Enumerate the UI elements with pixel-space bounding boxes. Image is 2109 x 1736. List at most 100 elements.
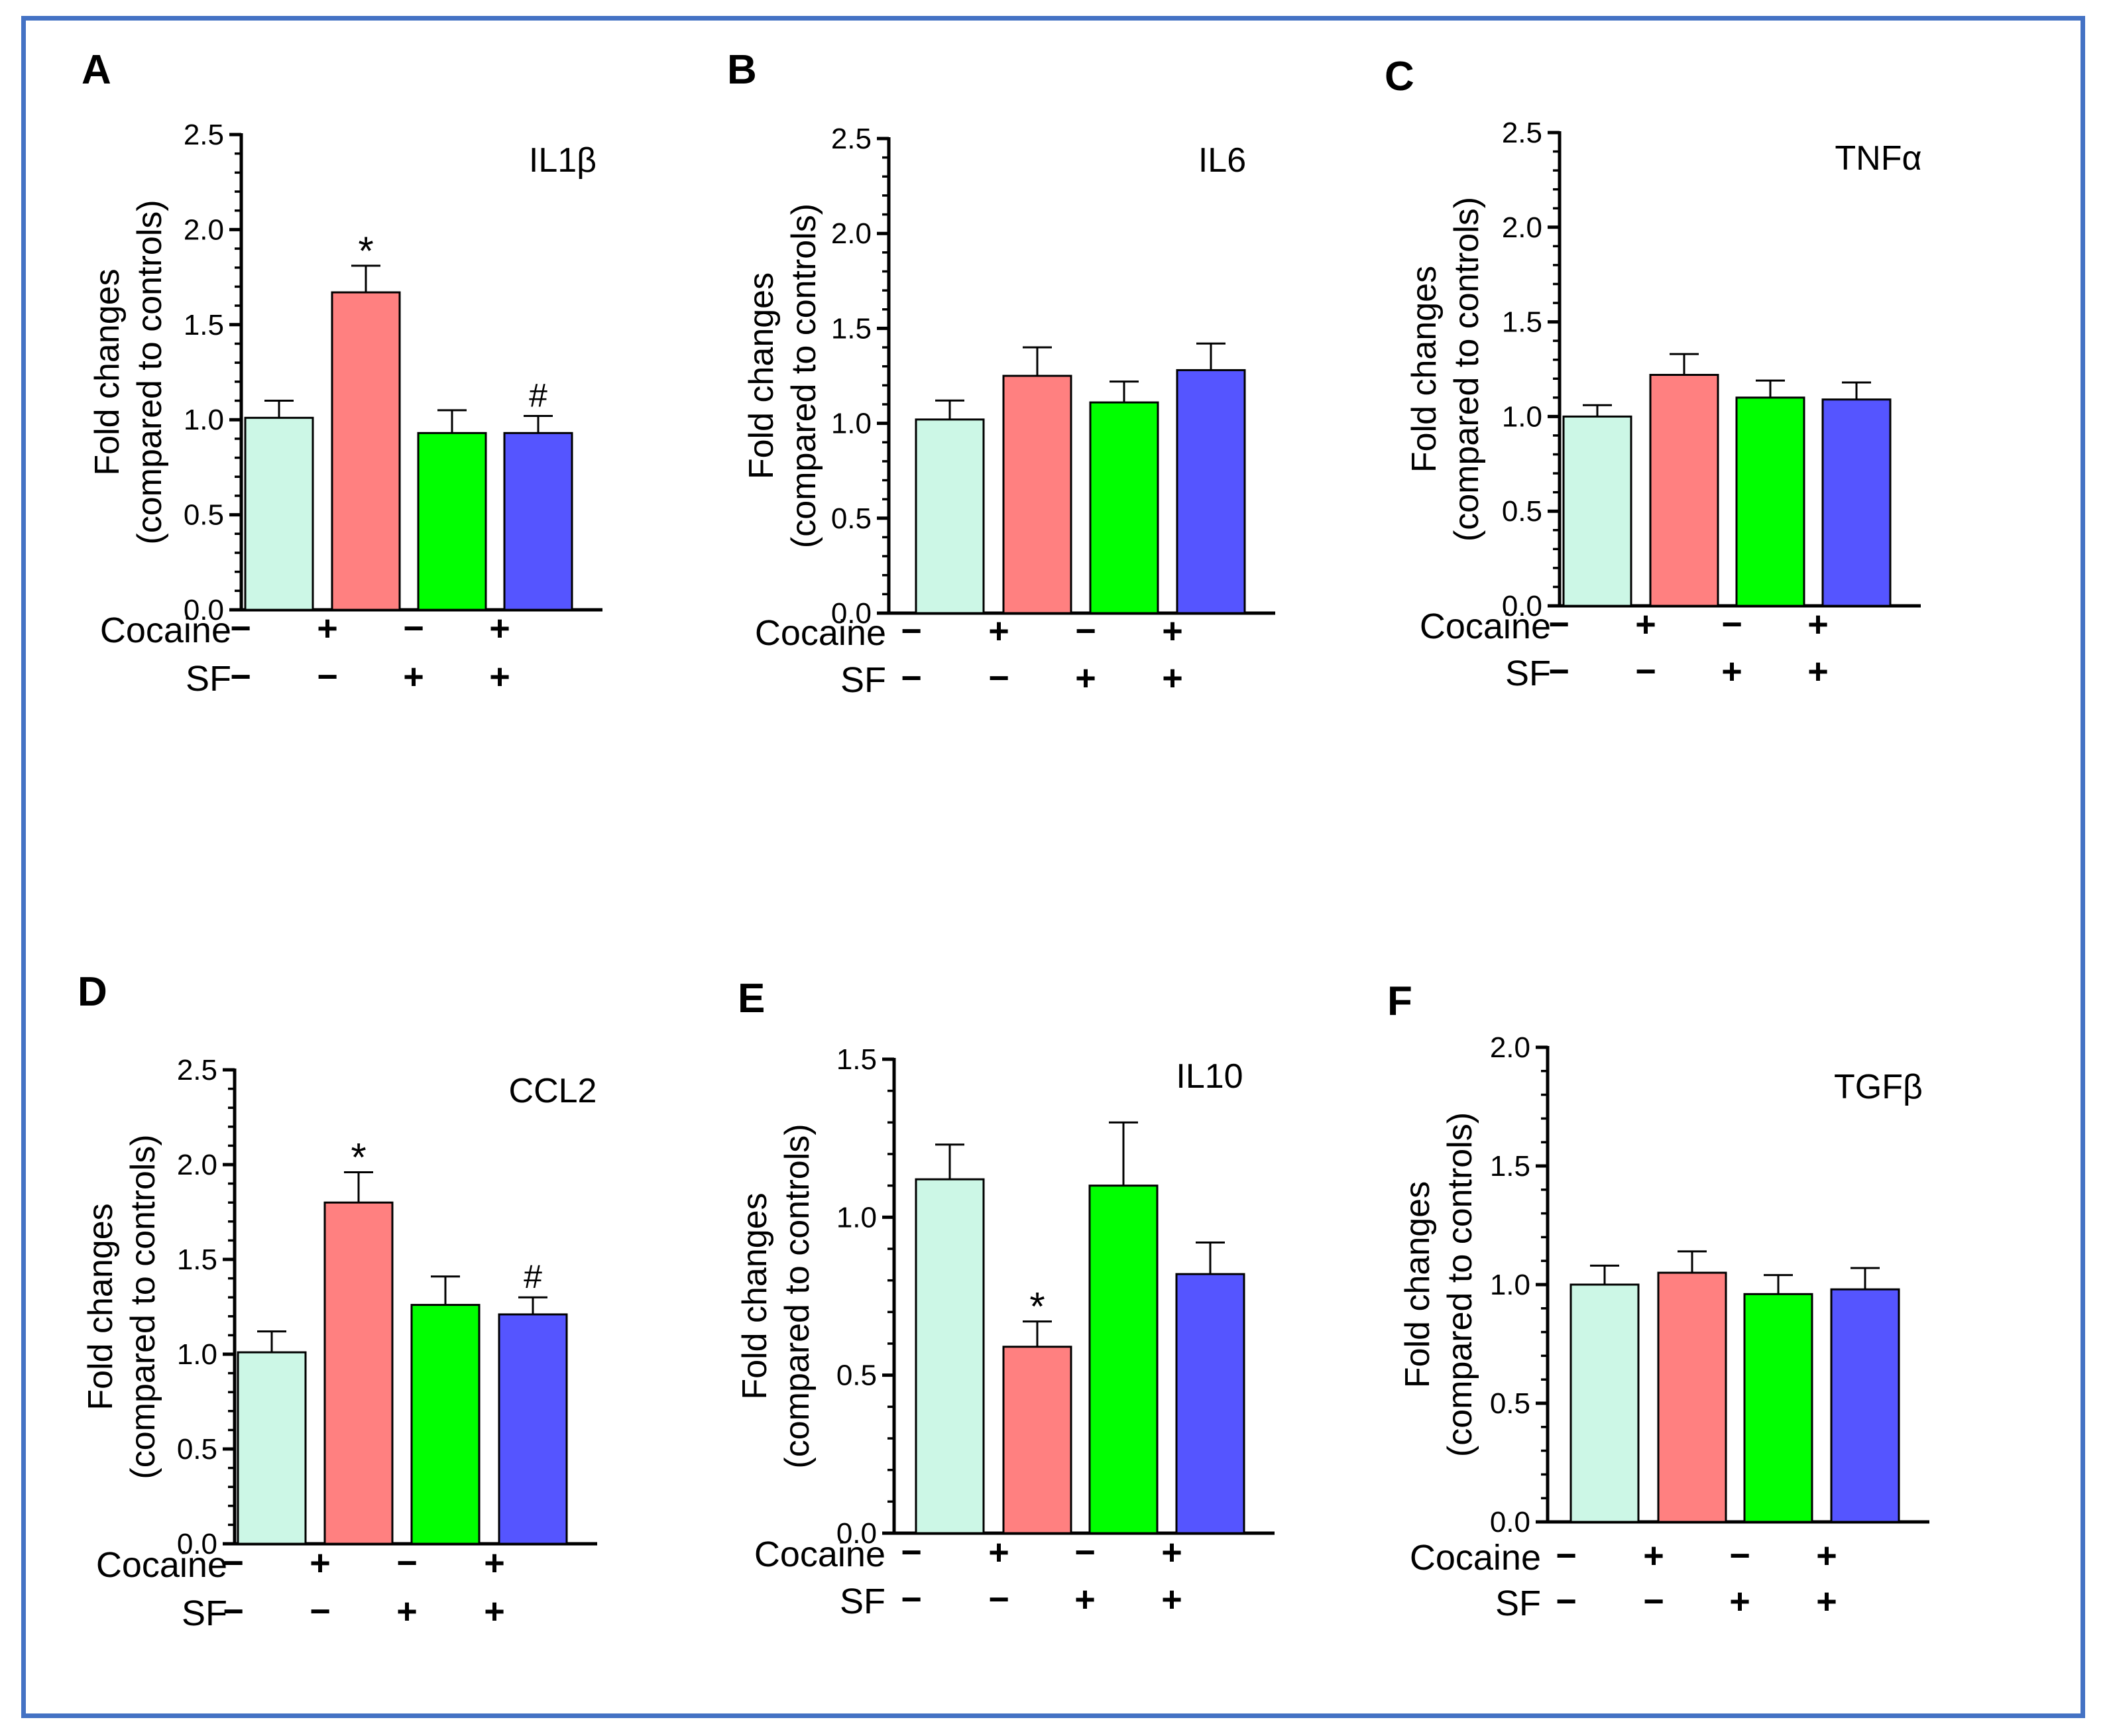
sf-sign: + xyxy=(1721,652,1742,691)
y-tick-label: 1.0 xyxy=(836,1201,877,1234)
y-axis-label-line1: Fold changes xyxy=(1405,266,1444,473)
cocaine-sign: + xyxy=(988,611,1009,651)
y-tick-label: 0.5 xyxy=(184,499,224,532)
y-tick-label: 2.0 xyxy=(177,1149,217,1181)
sf-sign: − xyxy=(317,657,338,697)
sf-sign: + xyxy=(1807,652,1829,691)
y-tick-label: 2.5 xyxy=(177,1054,217,1086)
row-label-sf: SF xyxy=(186,659,231,699)
y-tick-label: 1.0 xyxy=(831,408,872,440)
sf-sign: − xyxy=(1548,652,1569,691)
bar-cocaine-sf xyxy=(1821,398,1892,607)
sf-sign: − xyxy=(230,657,251,697)
y-axis-label-line1: Fold changes xyxy=(742,272,781,479)
bar-cocaine xyxy=(1649,374,1719,607)
bar-cocaine xyxy=(1002,1346,1072,1534)
y-tick-label: 2.0 xyxy=(831,217,872,250)
figure-frame: A IL1β Fold changes (compared to controls) 0… xyxy=(21,16,2085,1718)
panel-letter: F xyxy=(1387,978,1412,1024)
sf-sign: + xyxy=(1074,1580,1096,1619)
row-label-sf: SF xyxy=(182,1593,227,1633)
y-tick-label: 0.5 xyxy=(836,1360,877,1392)
panel-letter: B xyxy=(727,47,757,93)
y-axis-label-line1: Fold changes xyxy=(736,1192,774,1399)
sf-sign: − xyxy=(310,1591,331,1631)
panel-a: A IL1β Fold changes (compared to controls) 0… xyxy=(82,47,602,699)
sf-sign: + xyxy=(1729,1582,1750,1621)
bar-cocaine xyxy=(331,291,401,611)
y-axis-label-line2: (compared to controls) xyxy=(785,203,823,548)
y-tick-label: 1.5 xyxy=(177,1244,217,1276)
y-tick-label: 1.0 xyxy=(177,1338,217,1371)
cocaine-sign: − xyxy=(1556,1536,1577,1576)
panel-d: D CCL2 Fold changes (compared to controls) 0… xyxy=(78,969,597,1633)
y-tick-label: 0.0 xyxy=(177,1528,217,1560)
sf-sign: − xyxy=(1556,1582,1577,1621)
cocaine-sign: − xyxy=(1075,611,1096,651)
y-tick-label: 2.5 xyxy=(1502,117,1542,149)
cocaine-sign: − xyxy=(901,1533,922,1572)
panel-letter: E xyxy=(738,976,765,1021)
y-axis-label-line2: (compared to controls) xyxy=(131,200,169,544)
y-tick-label: 1.5 xyxy=(1502,306,1542,339)
cocaine-sign: − xyxy=(1729,1536,1750,1576)
bar-sf xyxy=(410,1304,481,1545)
y-axis-label-line2: (compared to controls) xyxy=(1441,1112,1479,1457)
cocaine-sign: + xyxy=(1807,605,1829,644)
row-label-cocaine: Cocaine xyxy=(100,610,231,650)
bar-sf xyxy=(1743,1293,1813,1523)
sf-sign: + xyxy=(484,1591,505,1631)
bar-cocaine xyxy=(1657,1271,1727,1523)
significance-star: * xyxy=(1029,1285,1045,1329)
y-tick-label: 1.5 xyxy=(831,312,872,345)
y-tick-label: 0.5 xyxy=(1490,1387,1530,1420)
bar-cocaine xyxy=(323,1201,394,1545)
bar-control xyxy=(915,1178,985,1534)
cocaine-sign: − xyxy=(223,1543,244,1583)
sf-sign: − xyxy=(988,1580,1009,1619)
sf-sign: + xyxy=(489,657,510,697)
y-axis-label-line1: Fold changes xyxy=(1398,1181,1437,1388)
y-axis-label-line2: (compared to controls) xyxy=(778,1124,817,1468)
y-tick-label: 1.5 xyxy=(184,309,224,341)
bar-sf xyxy=(1088,1185,1159,1534)
bar-cocaine-sf xyxy=(1176,369,1246,614)
sf-sign: − xyxy=(223,1591,244,1631)
panel-title: TGFβ xyxy=(1834,1068,1923,1106)
cocaine-sign: + xyxy=(1816,1536,1837,1576)
cocaine-sign: + xyxy=(1161,1533,1182,1572)
sf-sign: − xyxy=(901,1580,922,1619)
cocaine-sign: + xyxy=(489,608,510,648)
y-tick-label: 0.0 xyxy=(836,1517,877,1550)
sf-sign: − xyxy=(1643,1582,1664,1621)
significance-hash: # xyxy=(529,376,547,414)
row-label-sf: SF xyxy=(840,660,886,700)
bar-sf xyxy=(1735,396,1805,607)
y-tick-label: 0.0 xyxy=(1502,590,1542,622)
sf-sign: + xyxy=(396,1591,418,1631)
row-label-cocaine: Cocaine xyxy=(1410,1538,1541,1578)
y-axis-label-line1: Fold changes xyxy=(82,1203,120,1410)
significance-star: * xyxy=(351,1135,366,1179)
y-tick-label: 1.0 xyxy=(184,404,224,436)
significance-hash: # xyxy=(524,1258,542,1295)
sf-sign: − xyxy=(901,658,922,698)
sf-sign: + xyxy=(1161,1580,1182,1619)
bar-sf xyxy=(417,432,487,611)
y-tick-label: 2.0 xyxy=(1490,1031,1530,1064)
bar-control xyxy=(1569,1283,1640,1523)
significance-star: * xyxy=(358,229,373,273)
row-label-cocaine: Cocaine xyxy=(1420,607,1551,646)
row-label-sf: SF xyxy=(1505,654,1551,693)
bar-cocaine xyxy=(1002,375,1072,614)
bar-cocaine-sf xyxy=(498,1313,568,1545)
cocaine-sign: − xyxy=(1074,1533,1096,1572)
sf-sign: + xyxy=(1162,658,1183,698)
bar-control xyxy=(237,1351,307,1545)
cocaine-sign: − xyxy=(396,1543,418,1583)
y-axis-label-line1: Fold changes xyxy=(88,268,127,475)
sf-sign: + xyxy=(1075,658,1096,698)
sf-sign: − xyxy=(1635,652,1656,691)
bar-sf xyxy=(1089,401,1159,614)
